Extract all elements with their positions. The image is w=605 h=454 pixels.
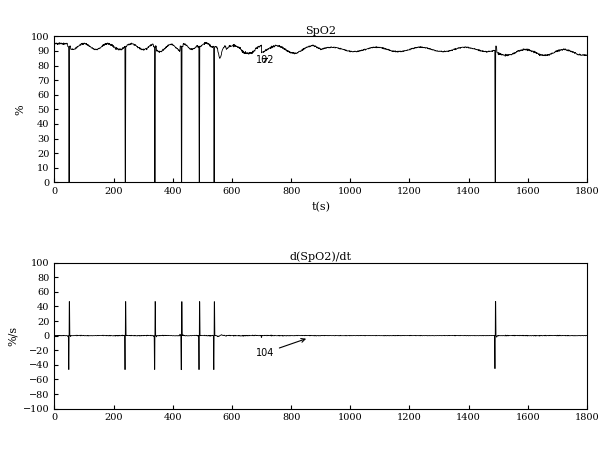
Y-axis label: %: % [16,104,25,114]
Y-axis label: %/s: %/s [7,326,18,345]
Text: 102: 102 [255,54,274,64]
Title: SpO2: SpO2 [305,25,336,35]
Title: d(SpO2)/dt: d(SpO2)/dt [290,251,352,262]
X-axis label: t(s): t(s) [311,202,330,212]
Text: 104: 104 [255,339,305,358]
